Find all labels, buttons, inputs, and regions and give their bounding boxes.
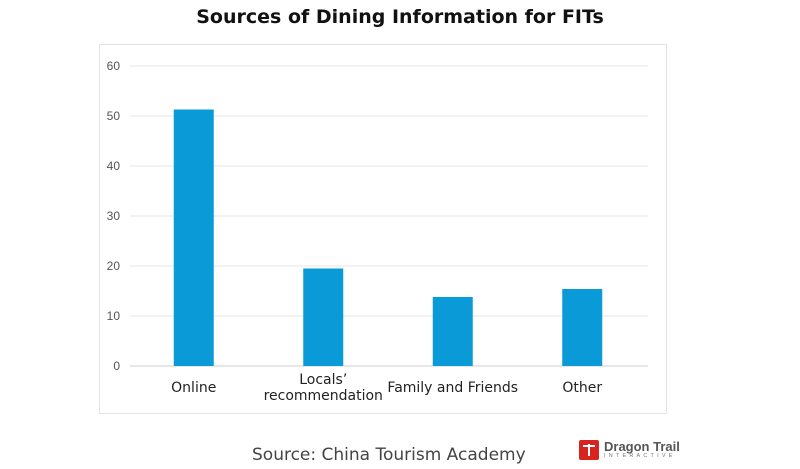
source-caption: Source: China Tourism Academy [252,445,526,465]
y-tick-label: 50 [107,109,121,123]
y-tick-label: 30 [107,209,121,223]
dragon-trail-logo-icon [579,440,599,460]
y-tick-label: 10 [107,309,121,323]
y-tick-label: 60 [107,59,121,73]
dragon-trail-logo: Dragon Trail INTERACTIVE [579,438,680,462]
bar [303,268,344,366]
chart-frame [99,44,667,414]
y-tick-label: 40 [107,159,121,173]
x-tick-label: Family and Friends [387,380,518,396]
logo-name: Dragon Trail [604,439,680,455]
chart-title: Sources of Dining Information for FITs [196,6,604,28]
bar [432,297,473,366]
x-tick-label: Online [171,380,216,396]
logo-subtitle: INTERACTIVE [604,453,676,460]
bar [562,289,603,366]
y-tick-label: 0 [113,359,120,373]
y-tick-label: 20 [107,259,121,273]
bar [173,109,214,366]
x-tick-label: Other [562,380,602,396]
x-tick-label: Locals’ recommendation [264,372,383,404]
